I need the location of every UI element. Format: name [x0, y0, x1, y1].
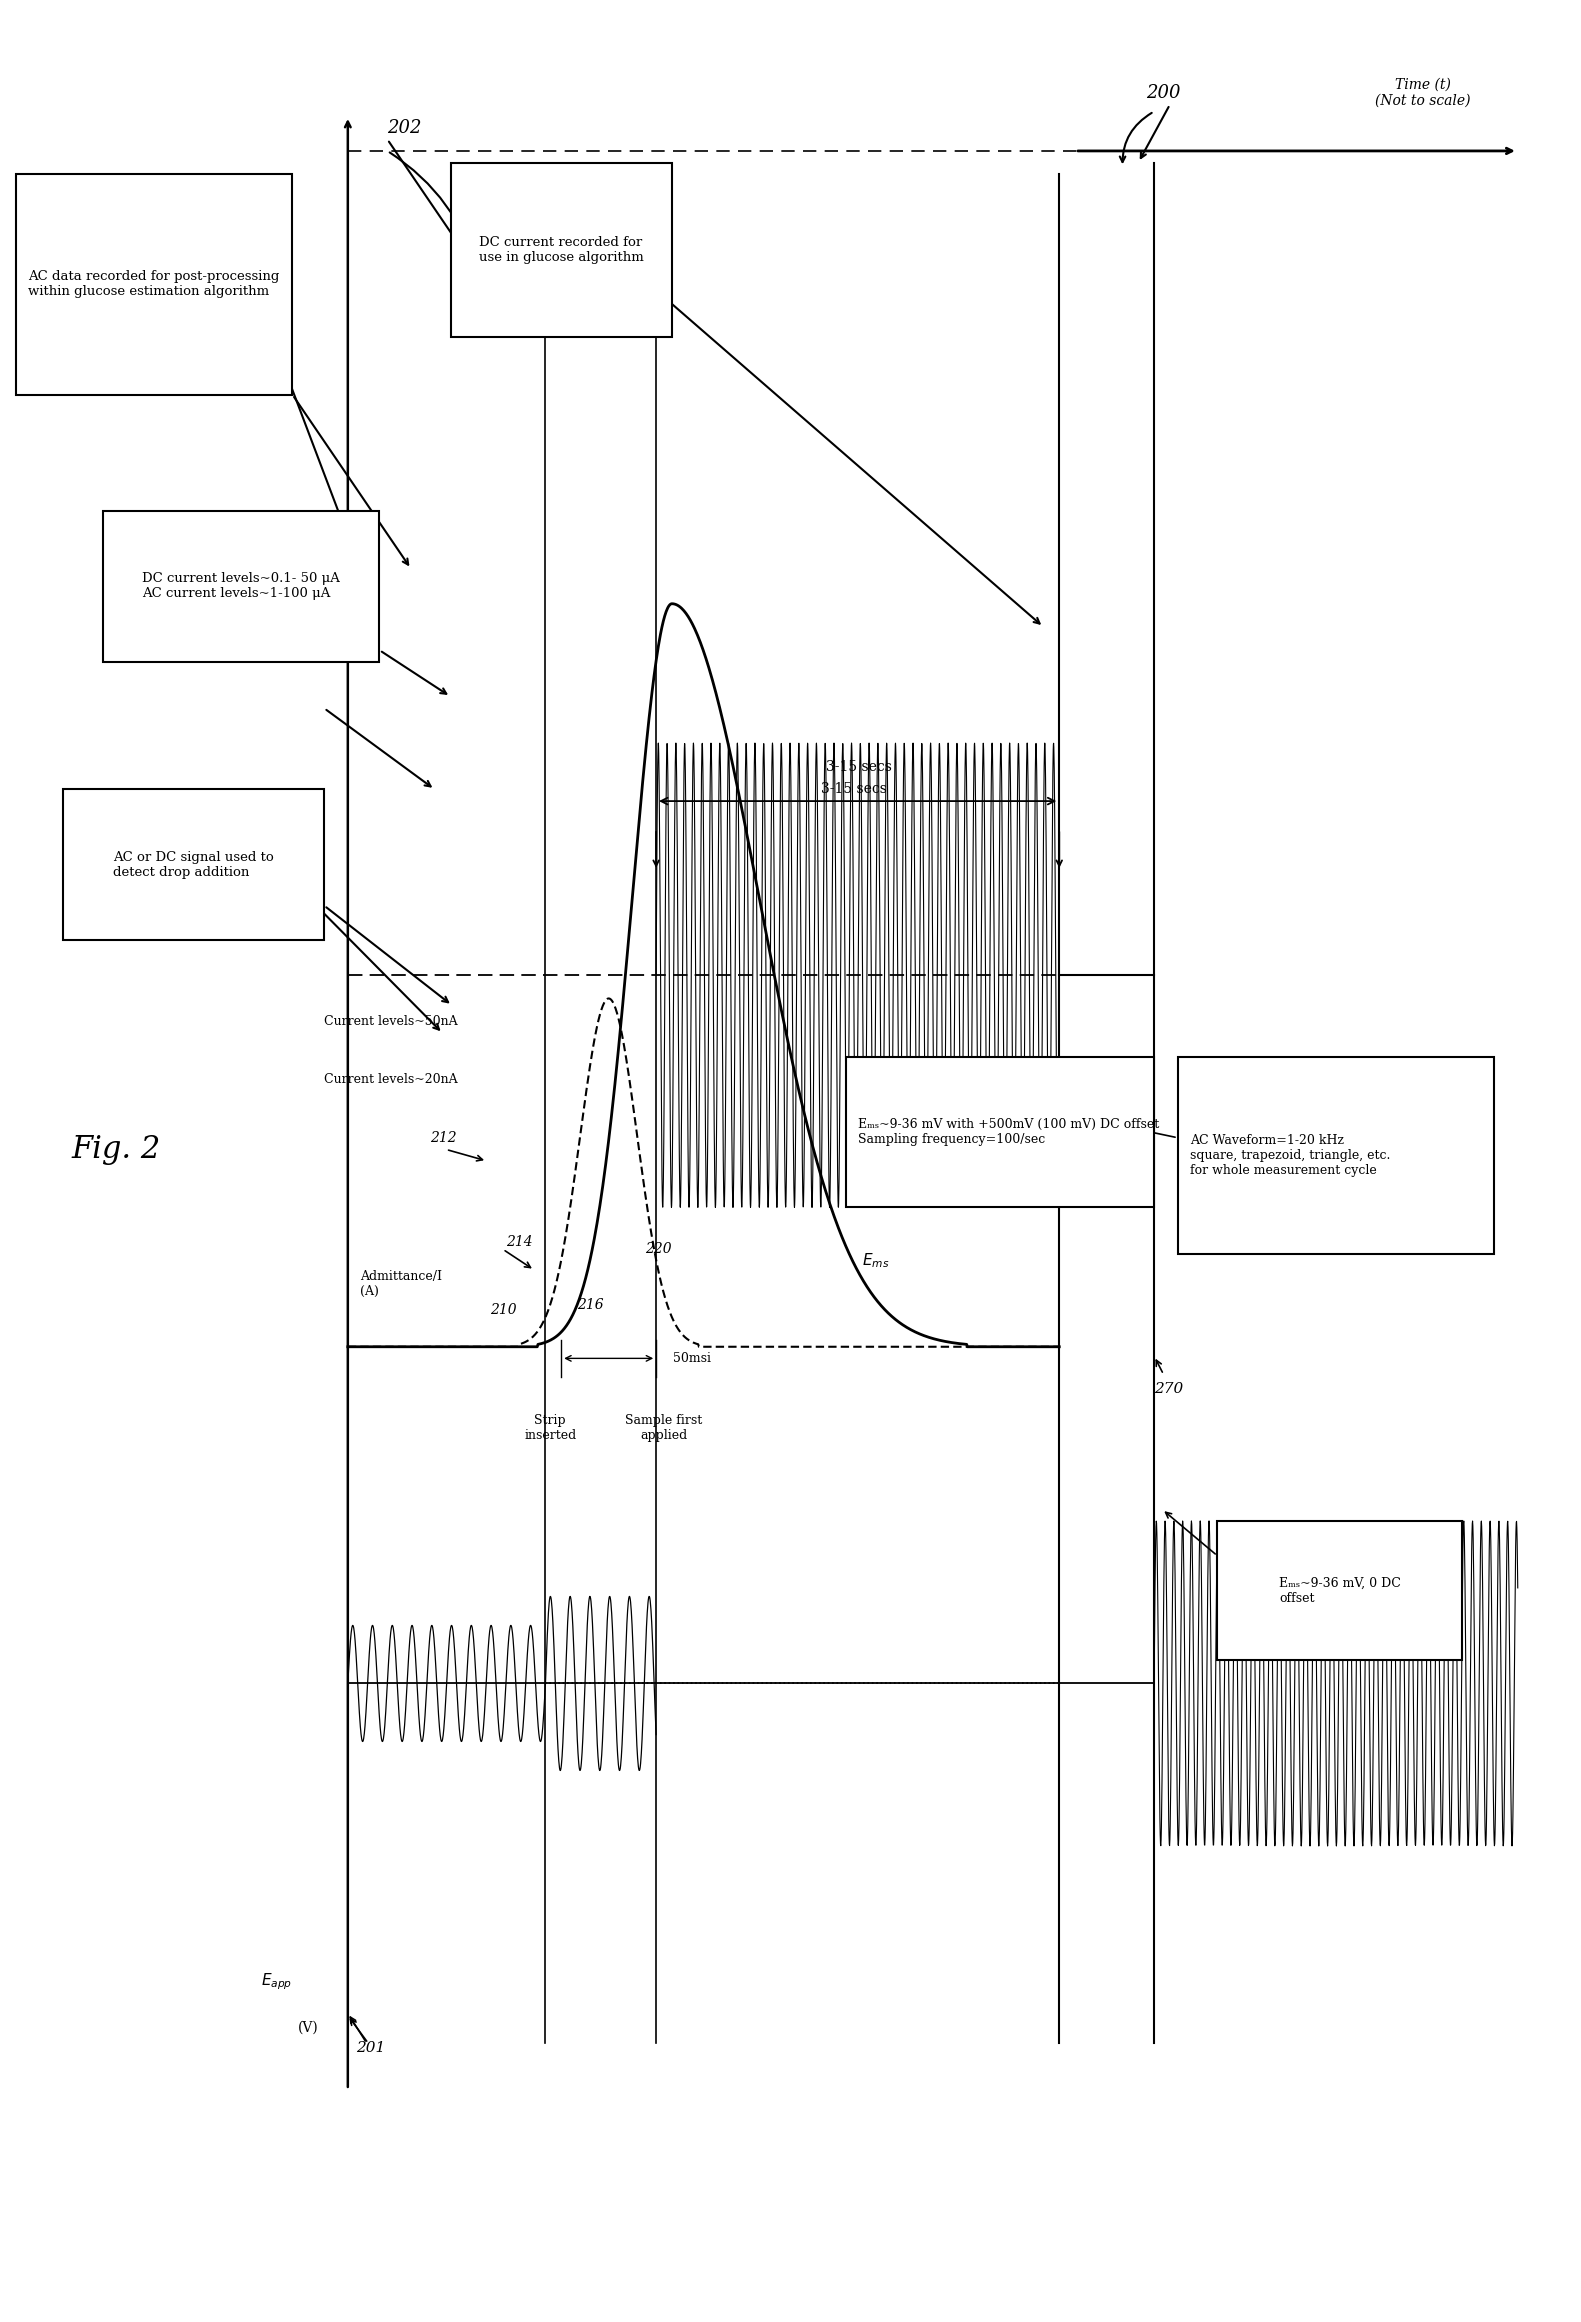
Text: $E_{ms}$: $E_{ms}$: [862, 1252, 889, 1270]
FancyBboxPatch shape: [103, 511, 379, 662]
Text: 201: 201: [356, 2041, 386, 2055]
Text: Strip
inserted: Strip inserted: [523, 1414, 577, 1442]
Text: 210: 210: [490, 1303, 517, 1317]
Text: 212: 212: [430, 1131, 457, 1145]
Text: (V): (V): [297, 2020, 319, 2034]
Text: 3-15 secs: 3-15 secs: [821, 783, 887, 796]
FancyBboxPatch shape: [1217, 1521, 1462, 1660]
Text: Admittance/I
(A): Admittance/I (A): [360, 1270, 443, 1298]
Text: Fig. 2: Fig. 2: [71, 1133, 160, 1166]
Text: Current levels~50nA: Current levels~50nA: [324, 1015, 458, 1029]
Text: DC current recorded for
use in glucose algorithm: DC current recorded for use in glucose a…: [479, 235, 643, 265]
FancyBboxPatch shape: [63, 789, 324, 940]
Text: 50msi: 50msi: [674, 1351, 711, 1365]
Text: $E_{app}$: $E_{app}$: [261, 1971, 292, 1992]
FancyBboxPatch shape: [16, 174, 292, 395]
Text: AC Waveform=1-20 kHz
square, trapezoid, triangle, etc.
for whole measurement cyc: AC Waveform=1-20 kHz square, trapezoid, …: [1190, 1133, 1391, 1177]
Text: Eₘₛ~9-36 mV with +500mV (100 mV) DC offset
Sampling frequency=100/sec: Eₘₛ~9-36 mV with +500mV (100 mV) DC offs…: [858, 1117, 1160, 1147]
Text: 214: 214: [506, 1235, 533, 1249]
Text: 270: 270: [1154, 1382, 1184, 1396]
Text: AC data recorded for post-processing
within glucose estimation algorithm: AC data recorded for post-processing wit…: [28, 269, 280, 300]
Text: 3-15 secs: 3-15 secs: [825, 759, 892, 773]
FancyBboxPatch shape: [451, 163, 672, 337]
Text: AC or DC signal used to
detect drop addition: AC or DC signal used to detect drop addi…: [114, 850, 274, 880]
Text: 202: 202: [387, 118, 422, 137]
Text: Current levels~20nA: Current levels~20nA: [324, 1073, 458, 1087]
Text: Sample first
applied: Sample first applied: [626, 1414, 702, 1442]
Text: Time (t)
(Not to scale): Time (t) (Not to scale): [1375, 77, 1470, 109]
Text: DC current levels~0.1- 50 μA
AC current levels~1-100 μA: DC current levels~0.1- 50 μA AC current …: [142, 571, 340, 601]
Text: 200: 200: [1146, 84, 1181, 102]
Text: 220: 220: [645, 1242, 672, 1256]
Text: 216: 216: [577, 1298, 604, 1312]
Text: Eₘₛ~9-36 mV, 0 DC
offset: Eₘₛ~9-36 mV, 0 DC offset: [1279, 1577, 1401, 1605]
FancyBboxPatch shape: [846, 1057, 1154, 1207]
FancyBboxPatch shape: [1178, 1057, 1494, 1254]
